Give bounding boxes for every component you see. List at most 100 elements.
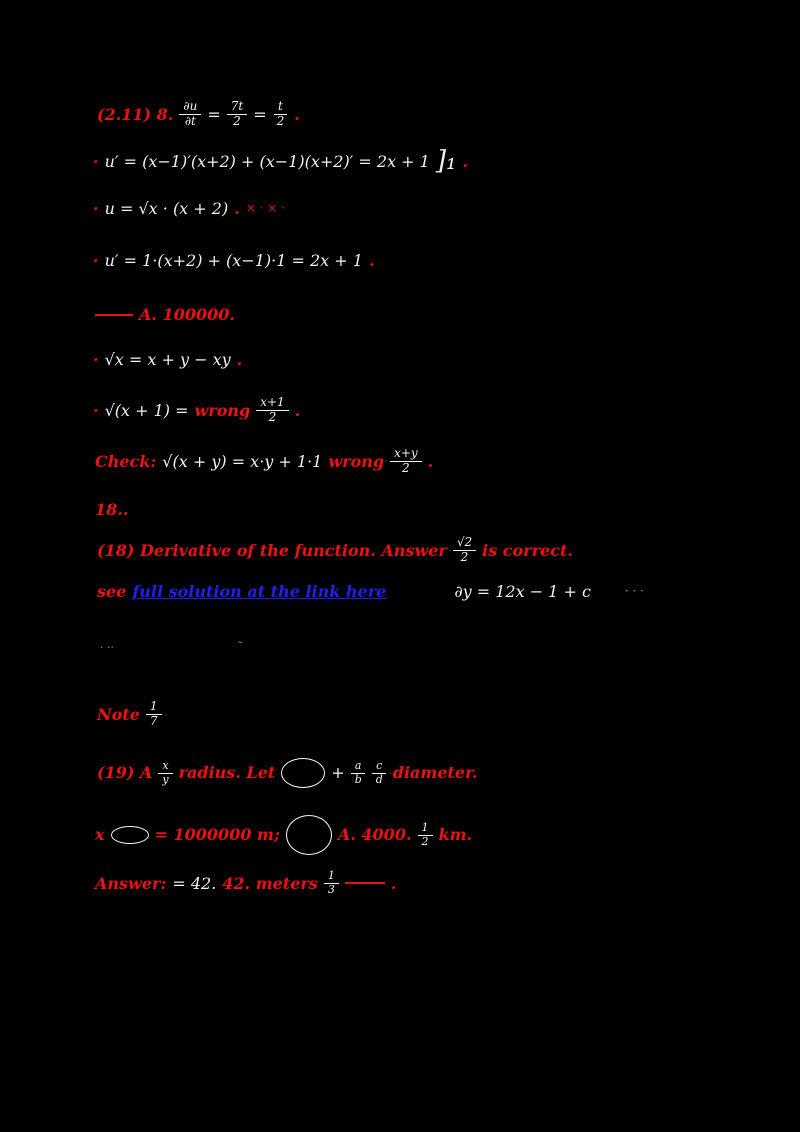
fraction-denominator: y bbox=[162, 772, 169, 786]
faint-marks: ˜ bbox=[236, 640, 242, 654]
grader-dot: . bbox=[427, 451, 434, 471]
fraction-denominator: ∂t bbox=[184, 113, 196, 128]
grader-comment: Note bbox=[97, 704, 140, 724]
fraction-numerator: x+1 bbox=[256, 395, 289, 411]
math-text: = bbox=[207, 104, 221, 124]
grader-dot: . bbox=[236, 350, 243, 369]
fraction-denominator: 2 bbox=[421, 834, 429, 848]
fraction-denominator: 2 bbox=[233, 113, 241, 128]
spacer bbox=[392, 591, 448, 592]
fraction-numerator: c bbox=[372, 759, 387, 774]
margin-tick: · bbox=[93, 251, 99, 270]
grader-marks: × · × · bbox=[245, 201, 285, 216]
correction-note: wrong bbox=[194, 400, 251, 420]
fraction-denominator: b bbox=[354, 772, 362, 786]
worksheet-line-2: · u′ = (x−1)′(x+2) + (x−1)(x+2)′ = 2x + 1… bbox=[93, 146, 468, 177]
worksheet-line-10: (18) Derivative of the function. Answer √… bbox=[97, 535, 573, 565]
worksheet-line-13: Note 1 7 bbox=[97, 699, 162, 729]
fraction-numerator: √2 bbox=[452, 535, 477, 551]
faint-marks: · ·· bbox=[100, 640, 114, 654]
worksheet-line-4: · u′ = 1·(x+2) + (x−1)·1 = 2x + 1. bbox=[93, 251, 375, 270]
worksheet-line-1: (2.11) 8. ∂u ∂t = 7t 2 = t 2. bbox=[97, 99, 300, 129]
math-text: u′ = (x−1)′(x+2) + (x−1)(x+2)′ = 2x + 1 bbox=[104, 152, 430, 171]
math-text: u = √x · (x + 2) bbox=[104, 199, 229, 218]
fraction: x+1 2 bbox=[256, 395, 289, 425]
fraction-denominator: 2 bbox=[460, 549, 469, 564]
worksheet-line-7: · √(x + 1) = wrong x+1 2. bbox=[93, 395, 301, 425]
spacer bbox=[597, 591, 619, 592]
problem-label: (19) A bbox=[97, 763, 153, 783]
grader-dot: . bbox=[234, 199, 240, 218]
circle-figure bbox=[281, 758, 326, 788]
solution-link[interactable]: full solution at the link here bbox=[132, 582, 387, 601]
grader-comment: see bbox=[97, 582, 127, 601]
answer-choice: A. 100000. bbox=[139, 305, 235, 324]
fraction: ∂u ∂t bbox=[179, 99, 202, 129]
math-text: = 42. bbox=[172, 873, 217, 893]
stroke-mark bbox=[344, 882, 385, 885]
problem-label: (2.11) 8. bbox=[97, 104, 174, 124]
grader-comment: diameter. bbox=[392, 763, 478, 783]
margin-tick: · bbox=[93, 400, 99, 420]
fraction-denominator: 2 bbox=[276, 113, 285, 128]
math-text: √(x + y) = x·y + 1·1 bbox=[162, 451, 323, 471]
math-text: ∂y = 12x − 1 + c bbox=[454, 582, 591, 601]
fraction-numerator: 1 bbox=[145, 699, 162, 715]
fraction-denominator: 3 bbox=[327, 882, 335, 896]
grader-dot: . bbox=[294, 400, 301, 420]
worksheet-line-8: Check: √(x + y) = x·y + 1·1 wrong x+y 2. bbox=[95, 446, 434, 476]
fraction-numerator: x+y bbox=[390, 446, 422, 462]
grader-comment: x bbox=[95, 825, 105, 845]
evaluation-bracket: ]₁ bbox=[435, 146, 457, 176]
worksheet-line-9: 18.. bbox=[95, 500, 128, 519]
grader-comment: km. bbox=[438, 825, 473, 845]
grader-dot: . bbox=[294, 104, 300, 124]
answer-choice: A. 4000. bbox=[337, 825, 412, 845]
fraction: 7t 2 bbox=[226, 99, 248, 129]
math-text: + bbox=[331, 763, 345, 783]
stroke-mark bbox=[95, 313, 133, 316]
fraction-numerator: 1 bbox=[323, 869, 339, 884]
problem-label: 18.. bbox=[95, 500, 129, 519]
math-text: = bbox=[253, 104, 267, 124]
fraction-numerator: 1 bbox=[417, 821, 433, 836]
fraction-denominator: d bbox=[375, 772, 383, 786]
math-text: u′ = 1·(x+2) + (x−1)·1 = 2x + 1 bbox=[104, 251, 363, 270]
fraction-denominator: 2 bbox=[402, 460, 410, 475]
fraction-numerator: t bbox=[274, 99, 287, 115]
fraction-numerator: ∂u bbox=[179, 99, 202, 115]
grader-comment: is correct. bbox=[482, 540, 573, 560]
fraction-numerator: a bbox=[350, 759, 366, 774]
worksheet-line-11: see full solution at the link here ∂y = 12… bbox=[97, 582, 644, 601]
worksheet-line-6: · √x = x + y − xy. bbox=[93, 350, 242, 369]
fraction: x+y 2 bbox=[390, 446, 422, 476]
math-text: √(x + 1) = bbox=[104, 400, 189, 420]
grader-dot: . bbox=[462, 152, 469, 171]
faint-marks: · · · bbox=[624, 584, 644, 599]
oval-figure bbox=[110, 826, 149, 844]
fraction-denominator: 2 bbox=[268, 409, 277, 424]
grader-comment: 42. meters bbox=[222, 873, 318, 893]
fraction: √2 2 bbox=[452, 535, 477, 565]
fraction-numerator: 7t bbox=[226, 99, 248, 115]
correction-note: wrong bbox=[328, 451, 385, 471]
grader-comment: Answer: bbox=[95, 873, 167, 893]
worksheet-line-16: Answer: = 42. 42. meters 1 3. bbox=[95, 869, 396, 896]
fraction-numerator: x bbox=[158, 759, 173, 774]
math-text: √x = x + y − xy bbox=[104, 350, 231, 369]
worksheet-line-5: A. 100000. bbox=[95, 305, 235, 324]
margin-tick: · bbox=[93, 350, 99, 369]
margin-tick: · bbox=[93, 199, 99, 218]
grader-comment: (18) Derivative of the function. Answer bbox=[97, 540, 447, 560]
worksheet-line-15: x = 1000000 m; A. 4000. 1 2 km. bbox=[95, 815, 472, 855]
worksheet-line-3: · u = √x · (x + 2). × · × · bbox=[93, 199, 285, 218]
spacer bbox=[120, 647, 230, 648]
grader-dot: . bbox=[368, 251, 375, 270]
